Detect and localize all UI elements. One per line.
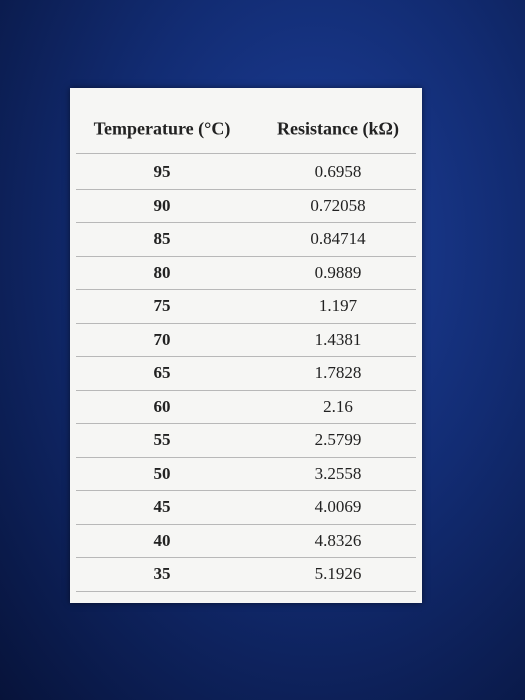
row-divider <box>76 289 416 291</box>
resistance-cell: 2.5799 <box>314 430 362 449</box>
temperature-cell: 80 <box>153 262 171 282</box>
row-divider <box>76 356 416 358</box>
row-divider <box>76 222 416 224</box>
row-divider <box>76 490 416 492</box>
table: Temperature (°C) Resistance (kΩ) 95 0.6958 9… <box>70 88 422 603</box>
temperature-cell: 45 <box>153 497 171 516</box>
resistance-cell: 1.7828 <box>314 363 362 382</box>
resistance-cell: 2.16 <box>323 396 353 416</box>
row-divider <box>76 322 416 324</box>
temperature-cell: 50 <box>153 463 171 483</box>
temperature-cell: 90 <box>153 195 171 215</box>
resistance-cell: 4.0069 <box>314 497 362 516</box>
temperature-cell: 60 <box>153 396 171 416</box>
row-divider <box>76 389 416 391</box>
resistance-cell: 5.1926 <box>314 564 362 583</box>
temperature-cell: 40 <box>153 530 171 550</box>
resistance-cell: 0.84714 <box>310 229 366 248</box>
resistance-cell: 1.197 <box>318 296 358 315</box>
header-cell: Resistance (kΩ) <box>277 118 399 139</box>
row-divider <box>76 523 416 525</box>
temperature-cell: 75 <box>153 296 171 315</box>
row-divider <box>76 423 416 425</box>
temperature-cell: 70 <box>153 329 171 349</box>
row-divider <box>76 188 416 190</box>
row-divider <box>76 456 416 458</box>
temperature-cell: 95 <box>153 162 171 181</box>
resistance-cell: 4.8326 <box>314 530 362 550</box>
row-divider <box>76 153 416 154</box>
temperature-cell: 65 <box>153 363 171 382</box>
row-divider <box>76 255 416 257</box>
row-divider <box>76 590 416 592</box>
resistance-cell: 0.72058 <box>310 195 366 215</box>
temperature-cell: 55 <box>153 430 171 449</box>
resistance-cell: 0.9889 <box>314 262 362 282</box>
resistance-cell: 0.6958 <box>314 162 362 181</box>
resistance-cell: 1.4381 <box>314 329 362 349</box>
row-divider <box>76 557 416 559</box>
temperature-cell: 85 <box>153 229 171 248</box>
resistance-cell: 3.2558 <box>314 463 362 483</box>
header-cell: Temperature (°C) <box>93 118 231 139</box>
temperature-cell: 35 <box>153 564 171 583</box>
